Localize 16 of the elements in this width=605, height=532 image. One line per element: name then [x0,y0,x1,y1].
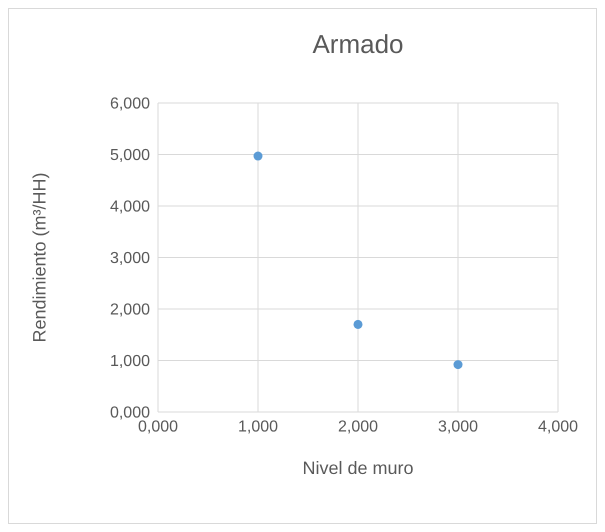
x-axis-title: Nivel de muro [302,458,414,478]
y-tick-label: 6,000 [110,96,150,113]
y-axis-title: Rendimiento (m³/HH) [29,172,50,343]
x-tick-label: 2,000 [338,418,378,436]
chart-title: Armado [311,29,405,60]
x-tick-label: 1,000 [238,418,278,436]
point [453,360,463,370]
point [253,152,263,161]
x-tick-label: 3,000 [438,418,478,436]
y-tick-label: 5,000 [110,147,150,164]
x-tick-label: 4,000 [538,418,578,436]
y-tick-label: 4,000 [110,198,150,216]
y-tick-label: 1,000 [110,353,150,370]
point [353,320,363,329]
y-tick-label: 2,000 [110,302,150,319]
y-tick-label: 3,000 [110,250,150,268]
